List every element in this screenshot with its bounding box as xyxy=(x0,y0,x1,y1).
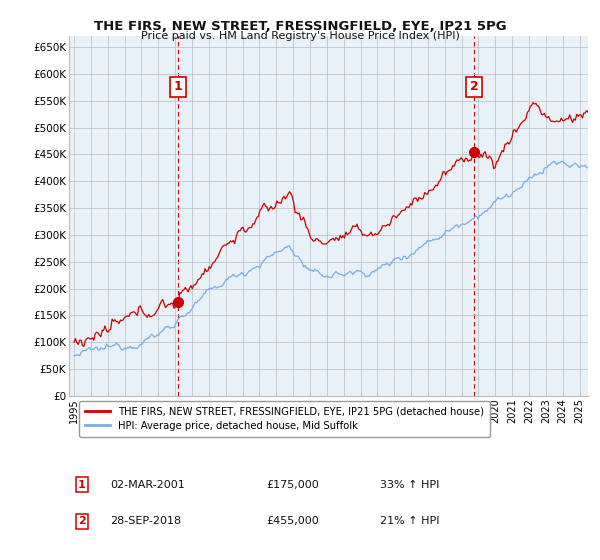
Text: £175,000: £175,000 xyxy=(266,479,319,489)
Legend: THE FIRS, NEW STREET, FRESSINGFIELD, EYE, IP21 5PG (detached house), HPI: Averag: THE FIRS, NEW STREET, FRESSINGFIELD, EYE… xyxy=(79,401,490,437)
Text: 2: 2 xyxy=(470,80,478,93)
Text: 28-SEP-2018: 28-SEP-2018 xyxy=(110,516,182,526)
Text: £455,000: £455,000 xyxy=(266,516,319,526)
Text: 02-MAR-2001: 02-MAR-2001 xyxy=(110,479,185,489)
Text: 1: 1 xyxy=(173,80,182,93)
Text: Price paid vs. HM Land Registry's House Price Index (HPI): Price paid vs. HM Land Registry's House … xyxy=(140,31,460,41)
Text: 33% ↑ HPI: 33% ↑ HPI xyxy=(380,479,440,489)
Text: 1: 1 xyxy=(78,479,86,489)
Text: 21% ↑ HPI: 21% ↑ HPI xyxy=(380,516,440,526)
Text: 2: 2 xyxy=(78,516,86,526)
Text: THE FIRS, NEW STREET, FRESSINGFIELD, EYE, IP21 5PG: THE FIRS, NEW STREET, FRESSINGFIELD, EYE… xyxy=(94,20,506,32)
